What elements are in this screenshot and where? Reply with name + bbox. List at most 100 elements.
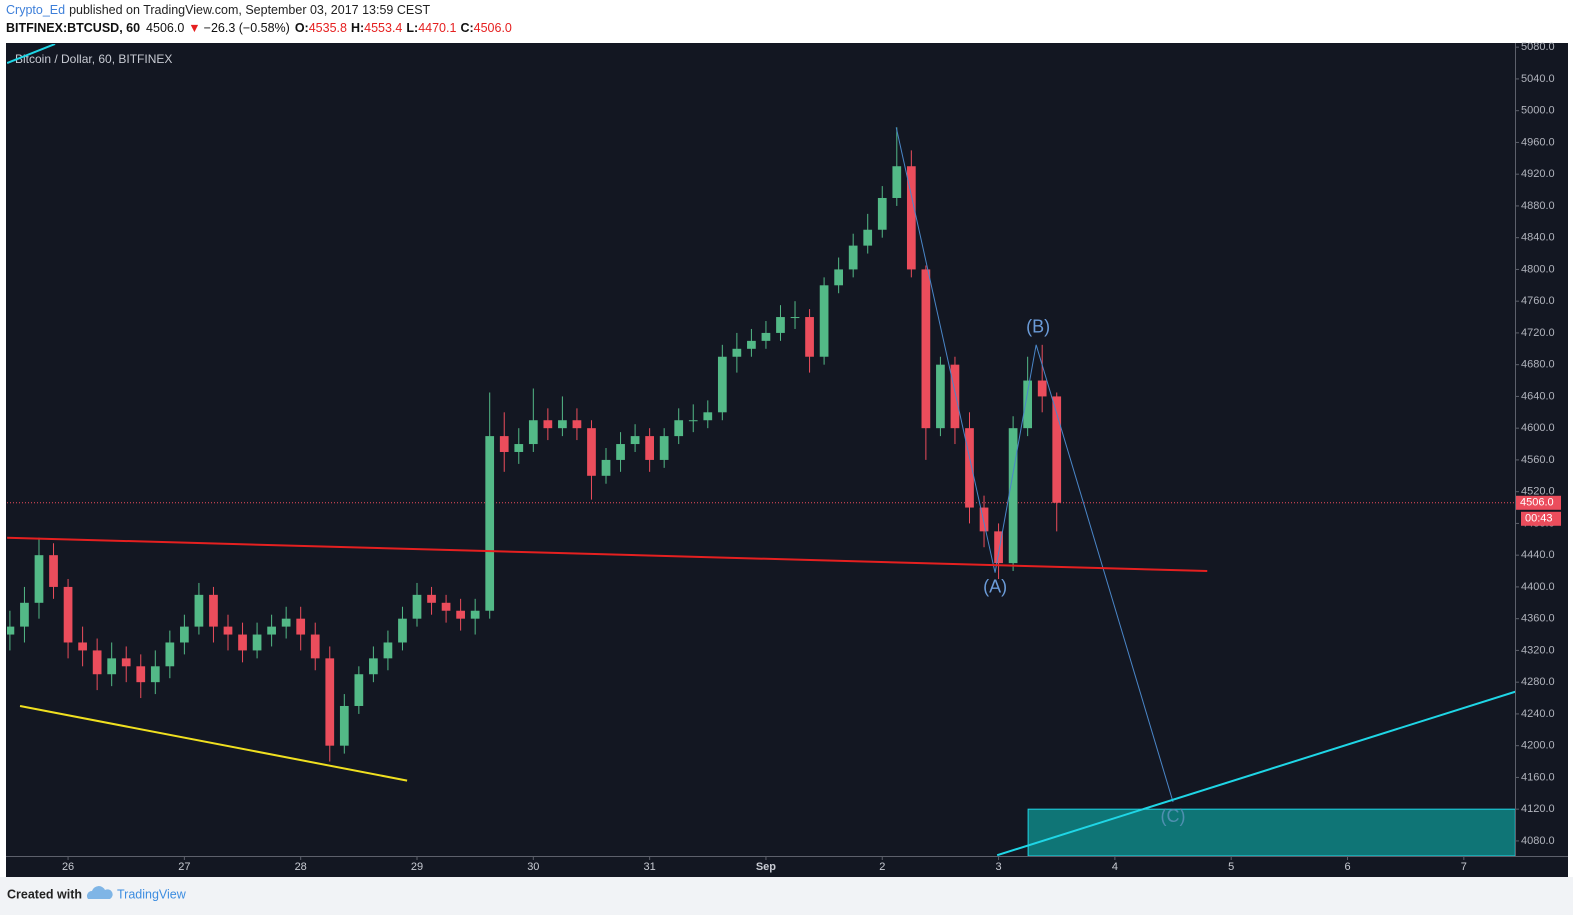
- trend-line: [7, 44, 56, 64]
- x-tick-label: 27: [178, 861, 190, 873]
- candle-body: [412, 594, 422, 619]
- candle-body: [180, 626, 189, 643]
- y-tick-label: 4280.0: [1521, 676, 1555, 688]
- candle-body: [78, 642, 87, 651]
- x-tick-label: 26: [62, 861, 74, 873]
- y-tick-label: 4200.0: [1521, 740, 1555, 752]
- candle-body: [296, 618, 306, 635]
- ohlc-value: 4535.8: [309, 21, 347, 35]
- candle-body: [34, 555, 44, 603]
- candle-body: [659, 436, 669, 460]
- y-tick-label: 4360.0: [1521, 613, 1555, 625]
- candle-body: [369, 658, 378, 675]
- candle-body: [514, 444, 524, 452]
- candle-body: [150, 666, 160, 683]
- candle-body: [20, 602, 29, 627]
- candle-body: [906, 166, 916, 270]
- trend-line: [996, 690, 1515, 856]
- candle-body: [427, 594, 436, 603]
- candle-body: [703, 412, 713, 421]
- candle-body: [238, 634, 247, 651]
- y-tick-label: 4960.0: [1521, 136, 1555, 148]
- candle-body: [499, 436, 509, 452]
- y-tick-label: 4600.0: [1521, 422, 1555, 434]
- candle-body: [383, 642, 393, 659]
- candle-body: [717, 356, 727, 413]
- x-tick-label: 31: [644, 861, 656, 873]
- author[interactable]: Crypto_Ed: [6, 3, 65, 17]
- trend-line: [7, 536, 1208, 573]
- y-tick-label: 4320.0: [1521, 644, 1555, 656]
- tradingview-logo: [86, 886, 113, 899]
- candle-body: [616, 444, 625, 460]
- y-tick-label: 4120.0: [1521, 803, 1555, 815]
- ohlc-label: O:: [295, 21, 309, 35]
- candle-body: [92, 650, 102, 675]
- candle-body: [1052, 396, 1062, 503]
- symbol: BITFINEX:BTCUSD, 60: [6, 21, 140, 35]
- y-tick-label: 4560.0: [1521, 454, 1555, 466]
- wave-label: (B): [1026, 317, 1050, 337]
- candle-body: [950, 364, 960, 429]
- candle-body: [325, 658, 335, 746]
- candle-body: [1008, 428, 1018, 564]
- y-tick-label: 4080.0: [1521, 835, 1555, 847]
- y-tick-label: 5040.0: [1521, 73, 1555, 85]
- y-tick-label: 4760.0: [1521, 295, 1555, 307]
- ohlc-label: H:: [351, 21, 364, 35]
- candle-body: [921, 269, 931, 429]
- x-tick-label: 6: [1344, 861, 1350, 873]
- x-tick-label: 5: [1228, 861, 1234, 873]
- last-price: 4506.0: [146, 21, 184, 35]
- candle-body: [572, 420, 582, 429]
- candle-body: [776, 317, 785, 333]
- y-tick-label: 4920.0: [1521, 168, 1555, 180]
- wave-line: [895, 127, 1174, 803]
- y-tick-label: 4720.0: [1521, 327, 1555, 339]
- candle-body: [485, 436, 495, 611]
- ohlc-value: 4470.1: [418, 21, 456, 35]
- candle-body: [819, 285, 829, 357]
- candle-body: [688, 420, 698, 422]
- candle-body: [965, 428, 974, 508]
- candle-body: [398, 618, 407, 643]
- candle-body: [339, 705, 349, 746]
- price-label: 4506.0: [1520, 497, 1554, 509]
- candle-body: [834, 269, 844, 286]
- candle-body: [805, 317, 814, 357]
- candle-body: [558, 420, 567, 429]
- y-tick-label: 4640.0: [1521, 390, 1555, 402]
- candle-body: [281, 618, 291, 627]
- candle-body: [601, 459, 611, 476]
- x-tick-label: 3: [996, 861, 1002, 873]
- chart-title: Bitcoin / Dollar, 60, BITFINEX: [15, 52, 172, 66]
- footer-brand[interactable]: TradingView: [117, 887, 187, 901]
- change-arrow: ▼: [188, 21, 200, 35]
- candle-body: [121, 658, 131, 667]
- ohlc-label: C:: [460, 21, 473, 35]
- candle-body: [877, 197, 887, 230]
- candle-body: [994, 531, 1003, 564]
- ohlc-value: 4506.0: [474, 21, 512, 35]
- trend-line: [19, 705, 408, 782]
- wave-label: (C): [1161, 806, 1186, 826]
- timer-label: 00:43: [1525, 513, 1553, 525]
- candle-body: [310, 634, 320, 659]
- plot: (A) (B) (C): [7, 44, 1515, 856]
- candle-body: [892, 166, 902, 198]
- y-tick-label: 4880.0: [1521, 200, 1555, 212]
- candle-body: [456, 610, 465, 619]
- candle-body: [252, 634, 262, 651]
- published: published on TradingView.com, September …: [69, 3, 430, 17]
- candle-body: [194, 594, 204, 627]
- x-tick-label: 2: [879, 861, 885, 873]
- candle-body: [223, 626, 233, 635]
- candle-body: [136, 666, 146, 683]
- wave-label: (A): [983, 576, 1007, 596]
- x-tick-label: Sep: [756, 861, 776, 873]
- change: −26.3 (−0.58%): [204, 21, 290, 35]
- axes: 4080.04120.04160.04200.04240.04280.04320…: [62, 41, 1561, 873]
- y-tick-label: 4160.0: [1521, 771, 1555, 783]
- y-tick-label: 4840.0: [1521, 232, 1555, 244]
